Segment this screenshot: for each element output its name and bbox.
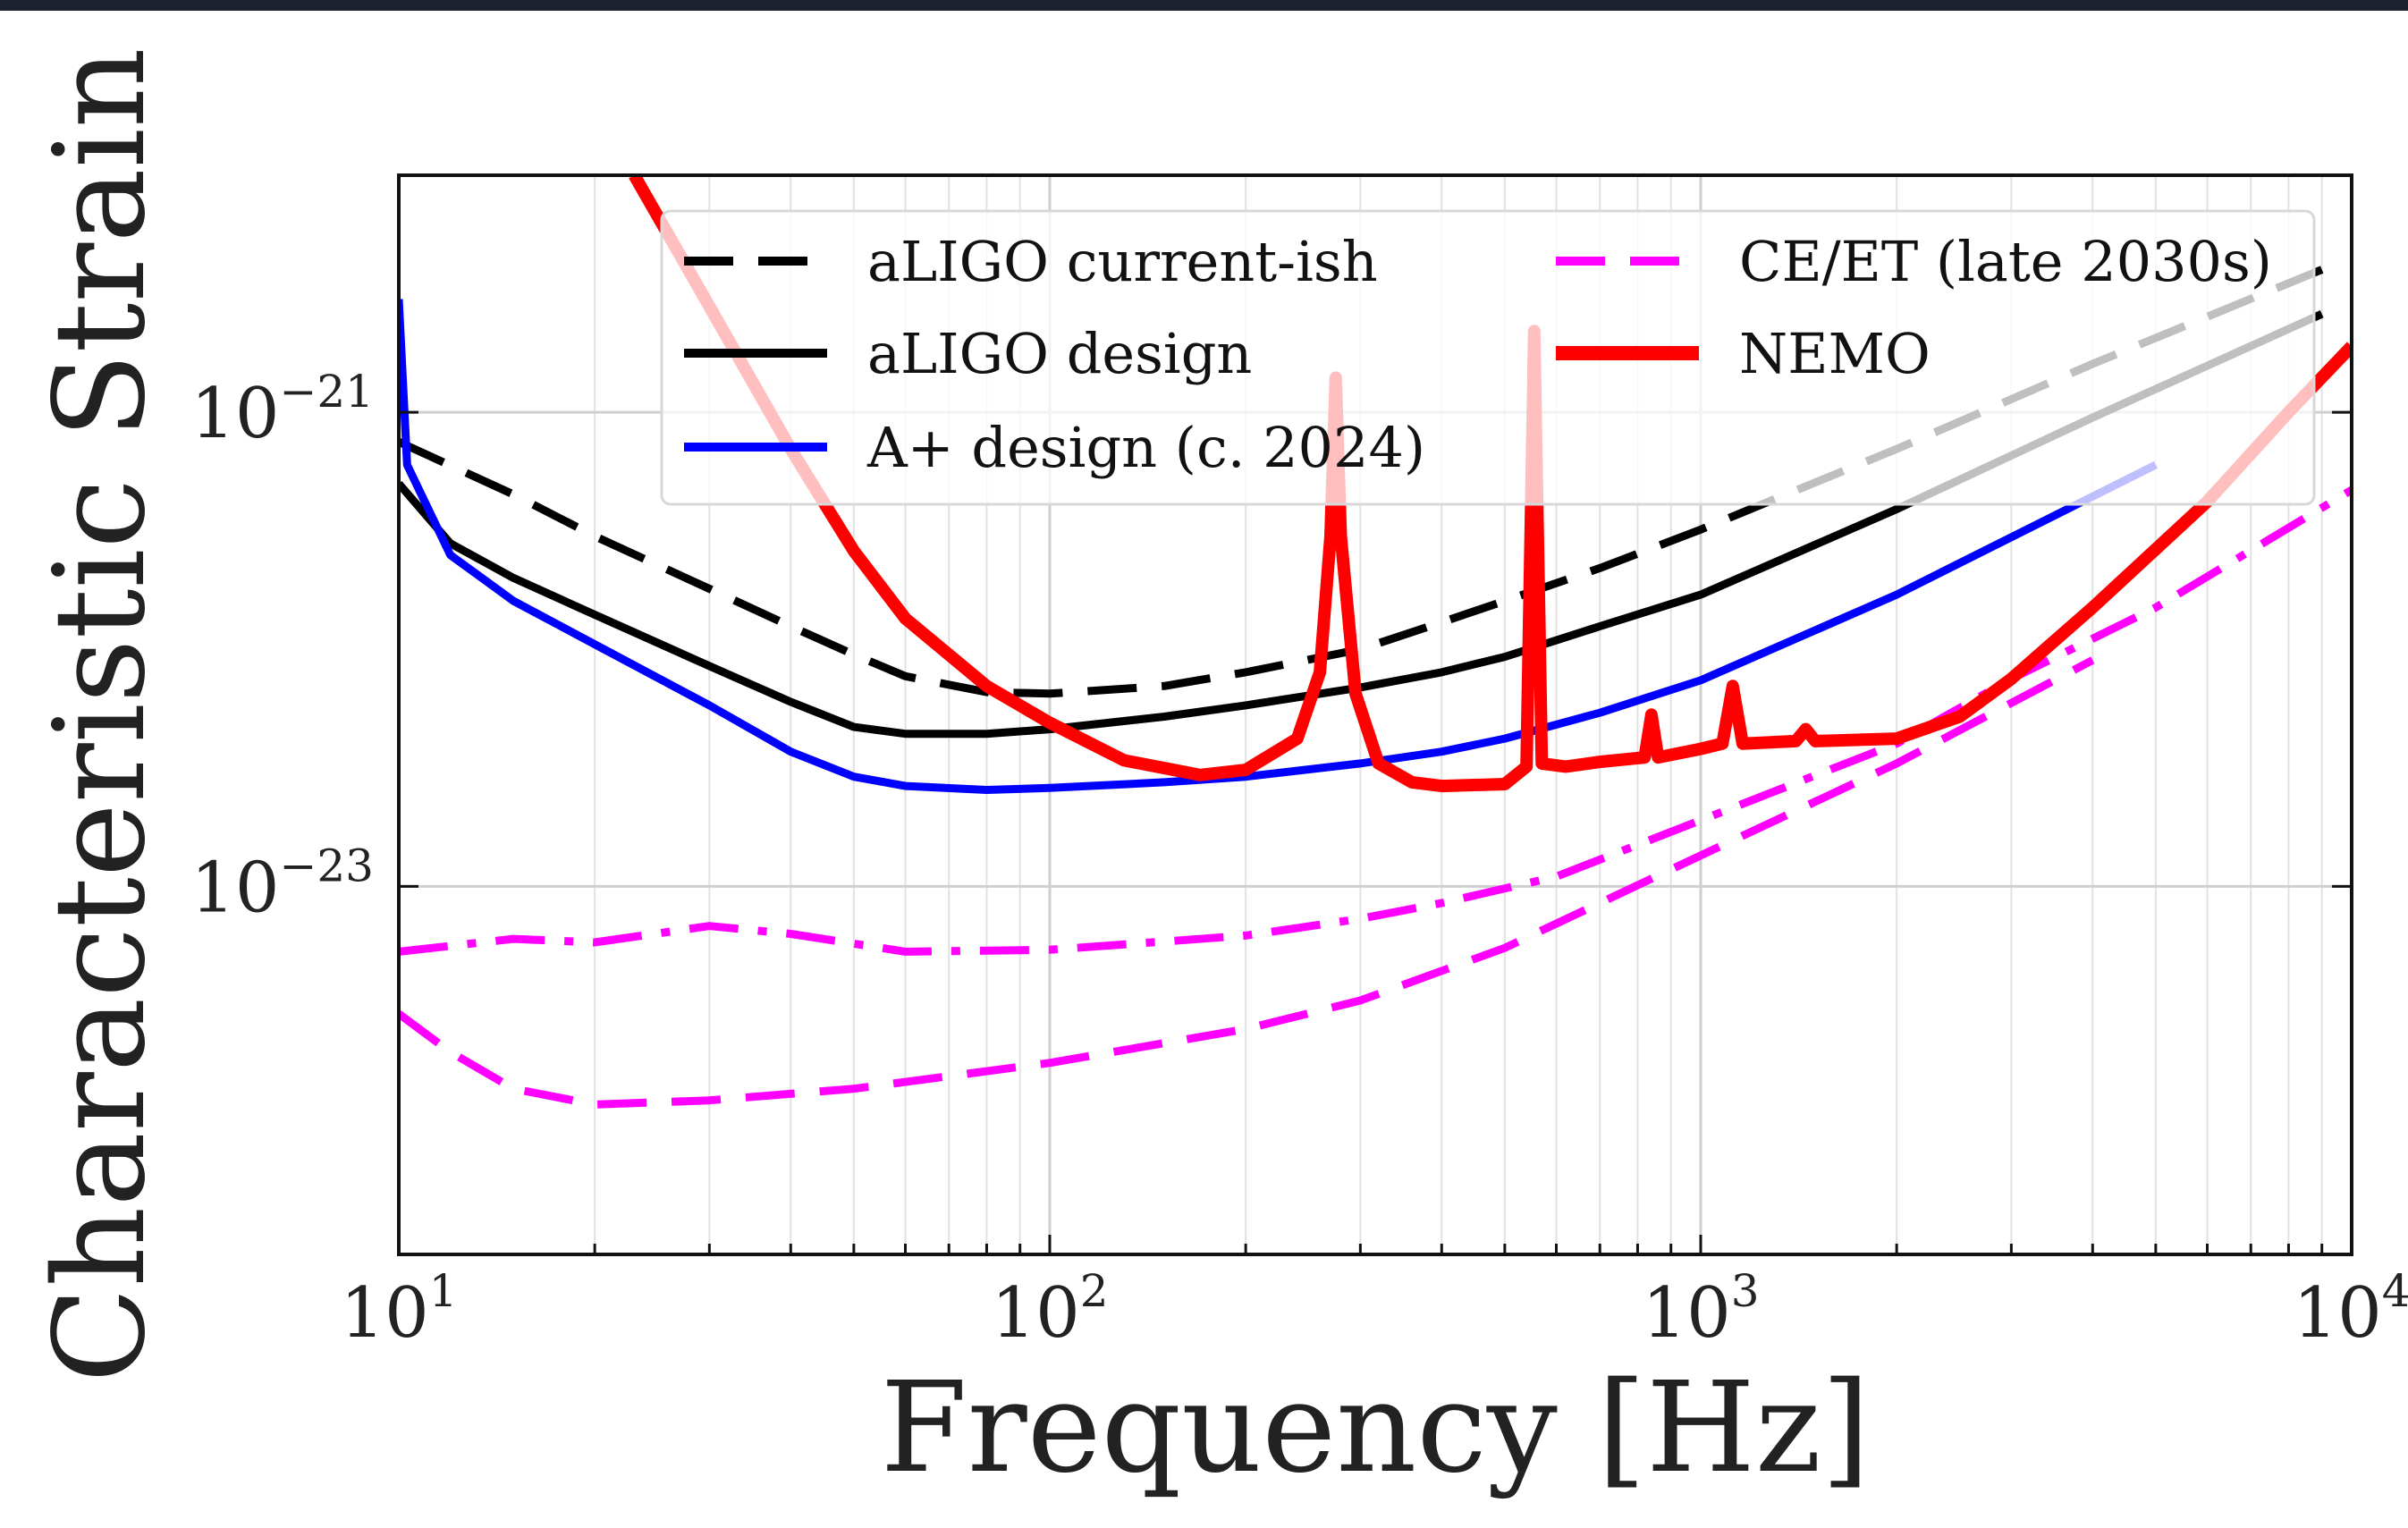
x-tick-label: 103 — [1642, 1265, 1759, 1354]
x-tick-label: 101 — [340, 1265, 457, 1354]
legend-label-3: CE/ET (late 2030s) — [1739, 229, 2272, 294]
axis-ticks: 101 102 103 104 10−21 10−23 — [190, 366, 2408, 1354]
y-axis-title: Characteristic Strain — [28, 47, 173, 1383]
x-tick-label: 102 — [991, 1265, 1108, 1354]
legend-label-2: A+ design (c. 2024) — [866, 415, 1425, 480]
window-top-bar — [0, 0, 2408, 11]
plot-frame — [397, 173, 2353, 1256]
legend-box — [660, 209, 2316, 506]
x-axis-title: Frequency [Hz] — [881, 1355, 1871, 1501]
legend-label-1: aLIGO design — [867, 321, 1252, 386]
series-line-3 — [399, 656, 2095, 1109]
series-line-0 — [399, 266, 2324, 698]
series-line-5 — [629, 175, 2352, 793]
legend-label-0: aLIGO current-ish — [867, 229, 1378, 294]
y-tick-label: 10−21 — [190, 366, 374, 454]
legend: aLIGO current-ish aLIGO design A+ design (… — [660, 209, 2316, 506]
legend-label-5: NEMO — [1739, 321, 1931, 386]
series-line-2 — [399, 299, 2158, 794]
x-tick-label: 104 — [2293, 1265, 2408, 1354]
series-group — [399, 175, 2352, 1109]
series-line-4 — [399, 486, 2352, 956]
y-tick-label: 10−23 — [190, 840, 374, 928]
series-line-1 — [399, 309, 2324, 739]
